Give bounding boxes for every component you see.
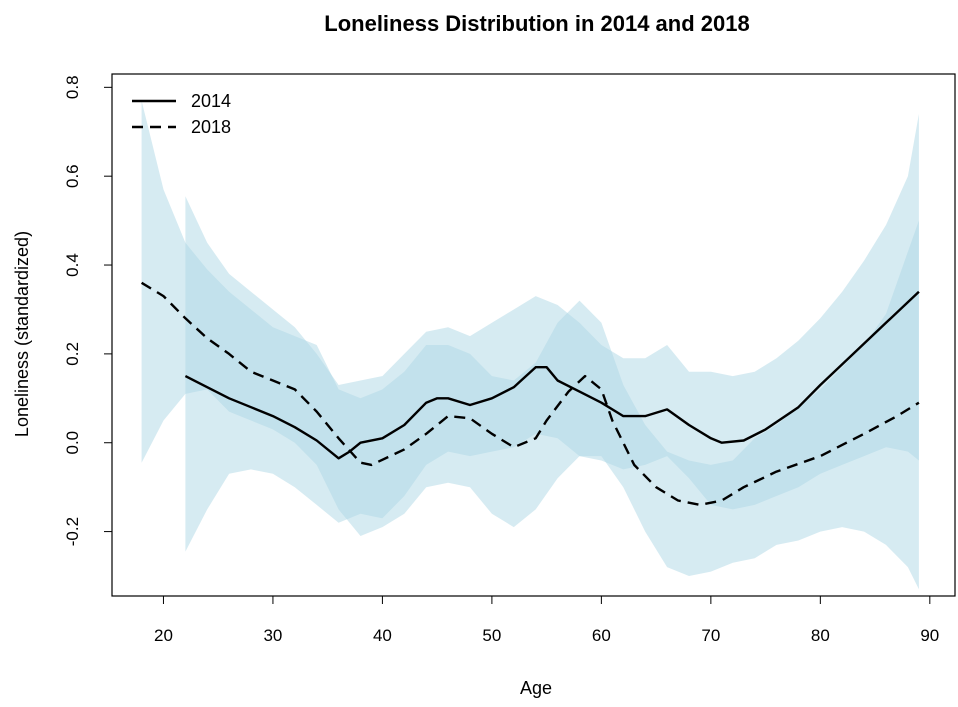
x-axis-label: Age (520, 678, 552, 698)
series-line-2014 (184, 290, 920, 460)
x-tick-label-80: 80 (811, 626, 830, 645)
x-tick-label-50: 50 (482, 626, 501, 645)
y-tick-label-1: 0.0 (63, 431, 82, 455)
y-tick-label-0: -0.2 (63, 517, 82, 546)
y-tick-label-5: 0.8 (63, 75, 82, 99)
confidence-band-2018 (141, 100, 919, 590)
legend: 2014 2018 (132, 91, 231, 137)
chart-title: Loneliness Distribution in 2014 and 2018 (324, 11, 749, 36)
y-axis-label: Loneliness (standardized) (12, 231, 32, 437)
legend-label-2014: 2014 (191, 91, 231, 111)
x-tick-label-20: 20 (154, 626, 173, 645)
y-axis: -0.2 0.0 0.2 0.4 0.6 0.8 (63, 75, 112, 546)
x-tick-label-70: 70 (701, 626, 720, 645)
y-tick-label-4: 0.6 (63, 164, 82, 188)
x-axis: 20 30 40 50 60 70 80 90 (154, 596, 939, 645)
plot-area (140, 100, 920, 590)
series-line-2018 (140, 281, 920, 507)
x-tick-label-90: 90 (920, 626, 939, 645)
legend-label-2018: 2018 (191, 117, 231, 137)
x-tick-label-40: 40 (373, 626, 392, 645)
x-tick-label-30: 30 (263, 626, 282, 645)
y-tick-label-3: 0.4 (63, 253, 82, 277)
y-tick-label-2: 0.2 (63, 342, 82, 366)
x-tick-label-60: 60 (592, 626, 611, 645)
plot-frame (111, 73, 956, 597)
